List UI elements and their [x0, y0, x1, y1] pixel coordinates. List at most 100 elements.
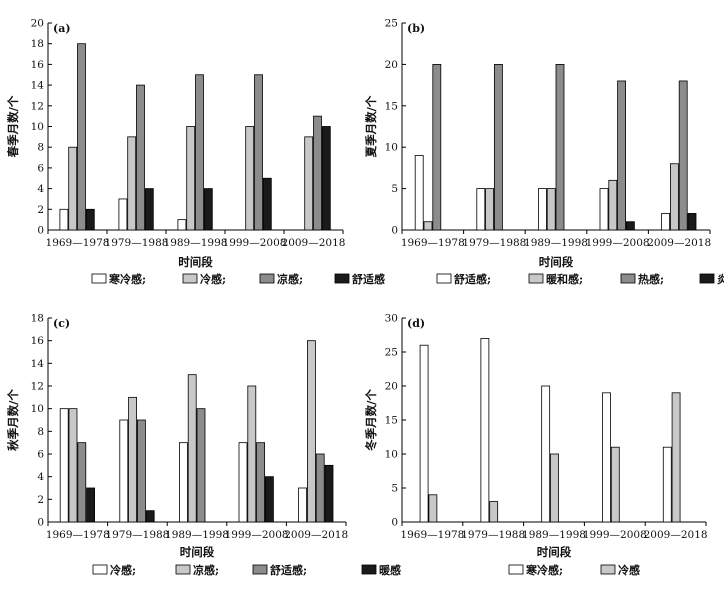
y-axis-label: 冬季月数/个: [364, 389, 378, 451]
y-tick-label: 20: [385, 59, 398, 71]
x-tick-label: 2009—2018: [644, 529, 708, 541]
y-tick-label: 14: [31, 80, 45, 92]
legend: 舒适感; 暖和感; 热感; 炎热感: [436, 272, 724, 286]
bar: [127, 136, 137, 231]
panel-label: (c): [53, 317, 70, 330]
y-tick-label: 2: [37, 204, 44, 216]
legend-label: 炎热感: [717, 272, 724, 286]
y-tick-label: 10: [31, 121, 44, 133]
bar: [203, 188, 213, 231]
legend-label: 冷感;: [110, 563, 136, 577]
bar: [315, 453, 325, 523]
y-tick-label: 16: [31, 335, 45, 347]
bar: [186, 126, 196, 231]
bar: [626, 221, 635, 231]
bar: [247, 385, 257, 523]
y-tick-label: 20: [385, 381, 398, 393]
y-axis-label: 秋季月数/个: [6, 389, 20, 451]
bar: [617, 80, 626, 231]
panel-label: (b): [407, 22, 425, 35]
bar: [298, 487, 308, 523]
y-tick-label: 10: [385, 449, 398, 461]
bar: [485, 188, 495, 231]
bar: [538, 188, 547, 231]
bar: [599, 188, 609, 231]
y-axis-label: 春季月数/个: [6, 95, 20, 157]
bar: [118, 198, 128, 231]
x-tick-label: 1979—1988: [461, 529, 525, 541]
bar: [119, 419, 129, 523]
bar: [187, 374, 197, 523]
bar: [238, 442, 248, 523]
bar: [59, 408, 69, 523]
y-tick-label: 16: [31, 59, 45, 71]
bar: [432, 64, 442, 231]
legend-label: 冷感;: [200, 272, 226, 286]
legend: 寒冷感; 冷感; 凉感; 舒适感: [91, 272, 385, 286]
bar: [68, 408, 78, 523]
y-tick-label: 12: [31, 100, 44, 112]
x-axis-label: 时间段: [180, 545, 215, 559]
legend-swatch: [528, 273, 544, 284]
bar: [555, 64, 565, 231]
x-tick-label: 1999—2008: [225, 529, 289, 541]
y-tick-label: 0: [37, 517, 44, 529]
bar: [493, 64, 503, 231]
y-tick-label: 8: [37, 426, 44, 438]
bar: [178, 442, 188, 523]
x-tick-label: 2009—2018: [282, 237, 346, 249]
legend-swatch: [600, 564, 616, 575]
bar: [419, 344, 429, 523]
bar: [145, 510, 155, 523]
bar: [489, 501, 499, 523]
x-tick-label: 1979—1988: [462, 237, 526, 249]
bar: [414, 155, 424, 231]
legend: 寒冷感; 冷感: [508, 563, 640, 577]
legend-label: 舒适感;: [454, 272, 491, 286]
y-tick-label: 10: [385, 142, 398, 154]
bar: [550, 453, 559, 523]
legend-label: 凉感;: [277, 272, 303, 286]
bar: [546, 188, 556, 231]
y-tick-label: 15: [385, 415, 398, 427]
bar: [541, 385, 551, 523]
legend-swatch: [699, 273, 715, 284]
x-tick-label: 1999—2008: [586, 237, 650, 249]
bar: [177, 219, 187, 231]
bar: [245, 126, 255, 231]
x-axis-label: 时间段: [178, 255, 213, 269]
y-tick-label: 25: [385, 18, 398, 30]
panel-c: 0 2 4 6 8 10 12 14 16 18 (c) 秋季月数/个 1969—19781979—19…: [6, 313, 401, 578]
x-tick-label: 1969—1978: [46, 237, 110, 249]
x-tick-label: 2009—2018: [284, 529, 348, 541]
bar: [476, 188, 486, 231]
x-tick-label: 1989—1998: [164, 237, 228, 249]
y-tick-label: 14: [31, 358, 45, 370]
bar: [68, 146, 78, 231]
x-tick-label: 1999—2008: [223, 237, 287, 249]
y-tick-label: 2: [37, 494, 44, 506]
bar: [321, 126, 331, 231]
legend: 冷感; 凉感; 舒适感; 暖感: [92, 563, 401, 577]
bar: [687, 213, 697, 231]
x-tick-label: 1989—1998: [524, 237, 588, 249]
bar: [423, 221, 433, 231]
legend-label: 暖和感;: [546, 272, 583, 286]
y-tick-label: 6: [37, 449, 44, 461]
legend-swatch: [334, 273, 350, 284]
panel-a: 0 2 4 6 8 10 12 14 16 18 20 (a) 春季月数/个 1969—19781979—…: [6, 18, 385, 287]
legend-swatch: [361, 564, 377, 575]
legend-label: 热感;: [638, 272, 664, 286]
panel-label: (a): [53, 22, 71, 35]
bar: [195, 74, 204, 231]
legend-label: 寒冷感;: [525, 563, 563, 577]
bar: [324, 464, 334, 523]
bar: [671, 392, 681, 523]
y-tick-label: 30: [385, 313, 398, 325]
y-tick-label: 0: [37, 225, 44, 237]
bar: [128, 396, 138, 523]
legend-label: 寒冷感;: [108, 272, 146, 286]
bar: [136, 419, 146, 523]
y-tick-label: 20: [31, 18, 44, 30]
x-tick-label: 1969—1978: [46, 529, 110, 541]
